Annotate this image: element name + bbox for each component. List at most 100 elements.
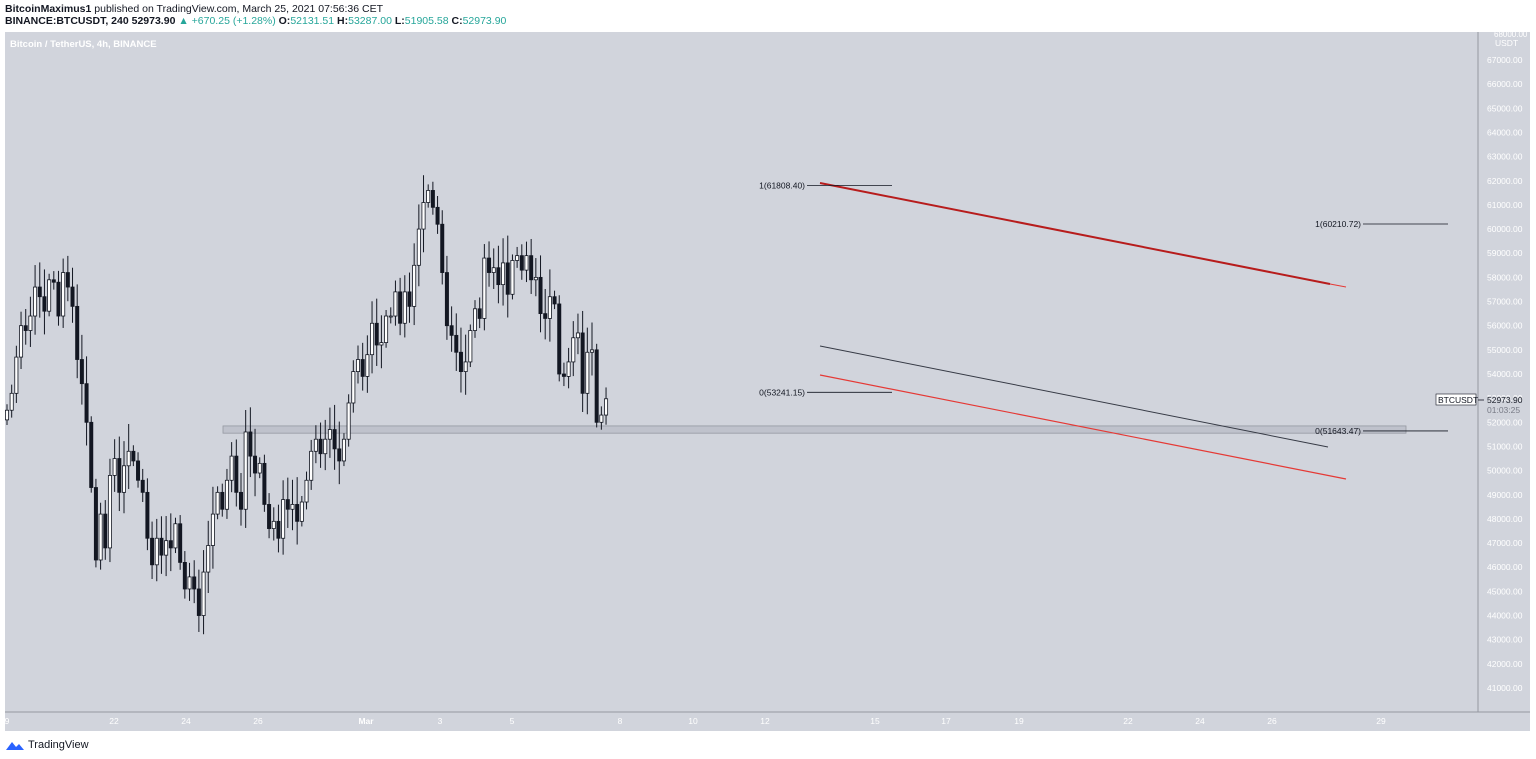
candle-body (379, 342, 384, 346)
candle (224, 468, 229, 519)
candle-body (89, 421, 94, 488)
candle (37, 262, 42, 318)
candle (117, 436, 122, 512)
candle-body (351, 371, 356, 404)
candle-body (398, 291, 403, 324)
candle-body (56, 281, 61, 317)
time-tick-label: 29 (1376, 716, 1386, 726)
candle-body (557, 303, 562, 375)
candle-body (248, 431, 253, 457)
candle-body (313, 438, 318, 452)
candle-body (604, 398, 609, 416)
candle-body (304, 479, 309, 503)
candle-body (51, 279, 56, 283)
price-ticks: 41000.00 42000.00 43000.00 44000.00 45000.00… (1487, 55, 1523, 693)
last-price-tag[interactable]: BTCUSDT 52973.90 01:03:25 (1435, 393, 1523, 415)
channel-parallel-red-line[interactable] (819, 374, 1347, 480)
candle-body (61, 272, 66, 317)
time-axis[interactable] (5, 712, 1530, 731)
pane-title: Bitcoin / TetherUS, 4h, BINANCE (10, 39, 157, 50)
time-tick-label: 17 (941, 716, 951, 726)
publication-info: BitcoinMaximus1 published on TradingView… (5, 3, 383, 15)
candle-body (126, 450, 131, 467)
candle-body (463, 361, 468, 372)
price-tick-label: 60000.00 (1487, 224, 1523, 234)
price-tick-label: 41000.00 (1487, 683, 1523, 693)
candle (9, 384, 14, 418)
candle (449, 306, 454, 352)
fib-levels[interactable]: 1(61808.40) 0(53241.15) 1(60210.72) 0(51643… (759, 180, 1448, 436)
time-tick-label: 10 (688, 716, 698, 726)
candle-body (33, 286, 38, 317)
candle-body (477, 308, 482, 319)
time-ticks: 9 22 24 26 Mar 3 5 8 10 12 15 17 19 22 24 26 29 (5, 716, 1386, 726)
candle (112, 439, 117, 492)
candle-body (210, 513, 215, 546)
last-price: 52973.90 (131, 15, 176, 27)
candle (575, 313, 580, 355)
author-name[interactable]: BitcoinMaximus1 (5, 3, 92, 15)
footer-brand[interactable]: TradingView (28, 739, 89, 751)
fib-level-label: 0(53241.15) (759, 387, 805, 397)
candle (374, 298, 379, 366)
candle (402, 275, 407, 338)
time-tick-label: 15 (870, 716, 880, 726)
candle-body (229, 455, 234, 481)
candle (164, 516, 169, 577)
candle-body (281, 499, 286, 539)
channel-lower-trendline[interactable] (819, 345, 1329, 448)
candle-body (79, 359, 84, 385)
candle (491, 248, 496, 289)
support-zone[interactable] (222, 425, 1407, 434)
candle-body (42, 296, 47, 312)
candle-body (192, 576, 197, 590)
candle (182, 551, 187, 599)
candle-body (332, 429, 337, 450)
channel-upper-trendline[interactable] (819, 182, 1331, 285)
candle-body (337, 448, 342, 462)
candle (547, 269, 552, 342)
candle (323, 419, 328, 471)
footer: TradingView (5, 739, 89, 751)
candle (585, 327, 590, 415)
candle (468, 324, 473, 368)
price-tick-label: 47000.00 (1487, 538, 1523, 548)
time-tick-label: 26 (253, 716, 263, 726)
chart-pane[interactable] (5, 32, 1478, 712)
candle-body (533, 276, 538, 281)
candle (61, 258, 66, 328)
candle-body (122, 465, 127, 493)
candle (122, 441, 127, 514)
candle (281, 480, 286, 555)
candle (253, 428, 258, 497)
time-tick-label: 5 (510, 716, 515, 726)
support-zone-rect[interactable] (222, 425, 1407, 434)
time-tick-label: 12 (760, 716, 770, 726)
candle (262, 454, 267, 512)
candle (23, 309, 28, 345)
candle (168, 513, 173, 572)
candle (276, 504, 281, 553)
candle (89, 416, 94, 493)
candle (65, 255, 70, 302)
candle (248, 407, 253, 478)
symbol-interval: BINANCE:BTCUSDT, 240 (5, 15, 129, 27)
candle-body (341, 438, 346, 462)
candle-body (430, 190, 435, 208)
candle-body (374, 322, 379, 346)
fib-level-label: 0(51643.47) (1315, 426, 1361, 436)
candle (33, 265, 38, 335)
candle-body (234, 455, 239, 493)
candle (93, 478, 98, 568)
candle (421, 175, 426, 253)
candle-body (173, 523, 178, 549)
candle (412, 243, 417, 326)
candle (215, 486, 220, 520)
price-axis[interactable] (1478, 32, 1530, 712)
candle-body (402, 291, 407, 324)
candle-body (454, 334, 459, 353)
candle-body (262, 462, 267, 505)
time-tick-label: 22 (1123, 716, 1133, 726)
candle (178, 515, 183, 570)
